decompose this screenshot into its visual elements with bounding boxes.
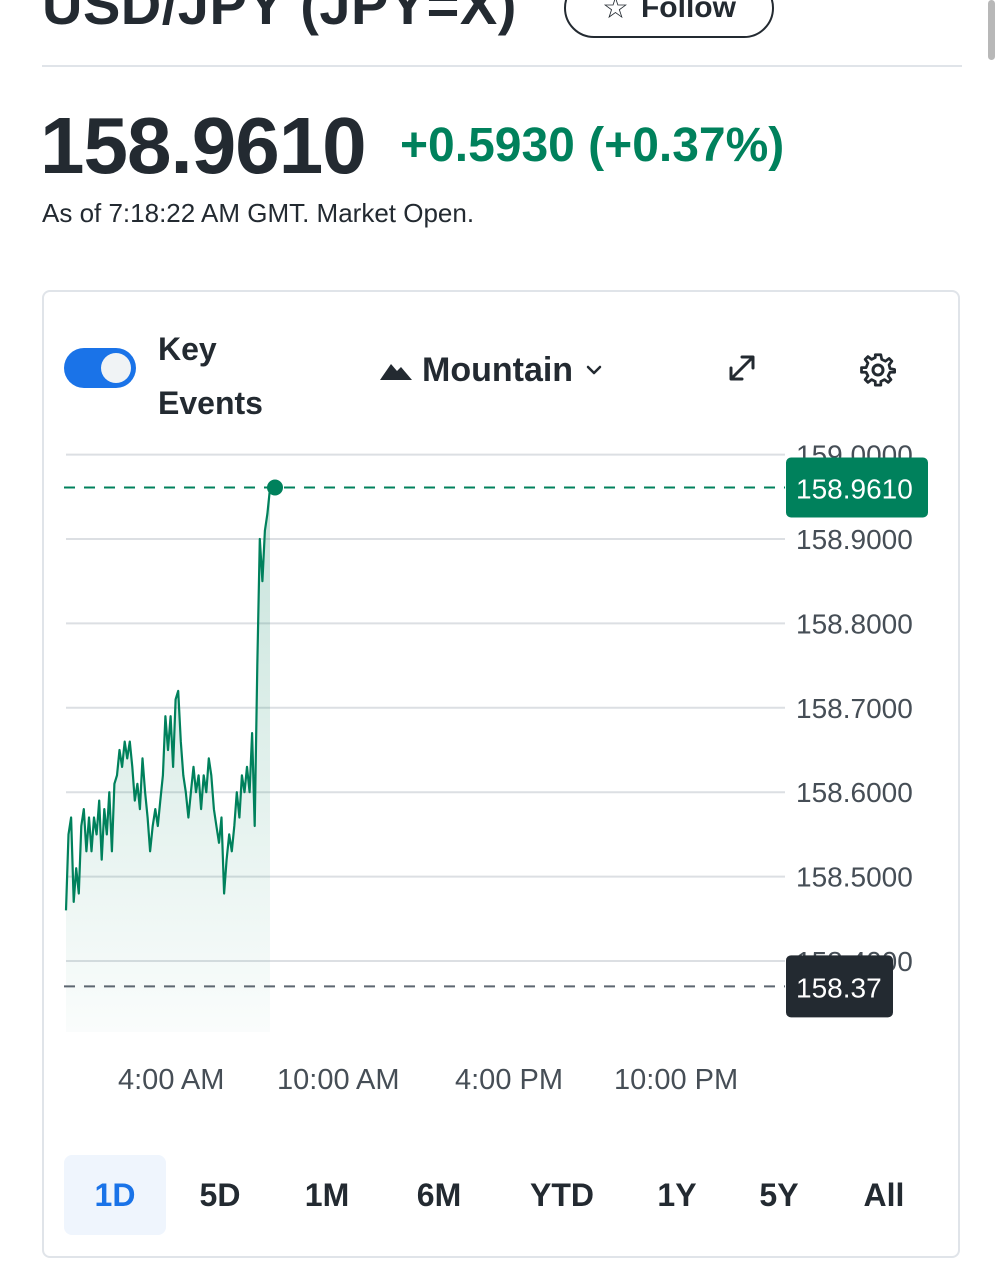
market-status: As of 7:18:22 AM GMT. Market Open. [42,198,475,228]
y-tick-label: 158.7000 [796,693,913,724]
follow-button[interactable]: ☆ Follow [564,0,774,38]
follow-label: Follow [640,0,736,24]
toggle-knob [101,353,131,383]
prev-close-tag-label: 158.37 [796,972,882,1003]
current-price: 158.9610 [40,101,367,190]
prev-close-tag [786,955,893,1018]
range-ytd[interactable]: YTD [530,1176,594,1213]
range-5y[interactable]: 5Y [759,1176,799,1213]
current-price-tag-label: 158.9610 [796,474,913,505]
range-5d[interactable]: 5D [199,1176,241,1213]
key-events-label: Key Events [158,331,263,421]
chart-type-dropdown[interactable]: Mountain [380,346,605,394]
range-all[interactable]: All [863,1176,905,1213]
expand-icon[interactable] [726,352,758,384]
price-area [66,488,270,1032]
key-events-toggle[interactable] [64,348,136,388]
star-icon: ☆ [602,0,629,25]
x-tick-label: 10:00 PM [614,1064,739,1096]
range-selector: 1D 5D 1M 6M YTD 1Y 5Y All [64,1155,938,1235]
page-title: USD/JPY (JPY=X) [42,0,517,36]
scrollbar[interactable] [988,0,995,60]
y-tick-label: 158.9000 [796,524,913,555]
x-tick-label: 4:00 PM [455,1064,563,1096]
price-change: +0.5930 (+0.37%) [400,119,785,172]
range-1m[interactable]: 1M [304,1176,350,1213]
range-6m[interactable]: 6M [416,1176,462,1213]
y-tick-label: 158.6000 [796,777,913,808]
mountain-icon [380,364,412,380]
x-tick-label: 10:00 AM [277,1064,400,1096]
chevron-down-icon [586,365,602,375]
current-price-dot [267,479,283,496]
chart-type-label: Mountain [422,350,574,389]
y-tick-label: 158.8000 [796,608,913,639]
y-tick-label: 158.5000 [796,862,913,893]
price-line [64,488,272,911]
x-tick-label: 4:00 AM [118,1064,225,1096]
divider [42,65,962,67]
gear-icon[interactable] [860,352,896,388]
current-price-tag [786,457,928,518]
range-1d[interactable]: 1D [64,1155,166,1235]
range-1y[interactable]: 1Y [657,1176,697,1213]
